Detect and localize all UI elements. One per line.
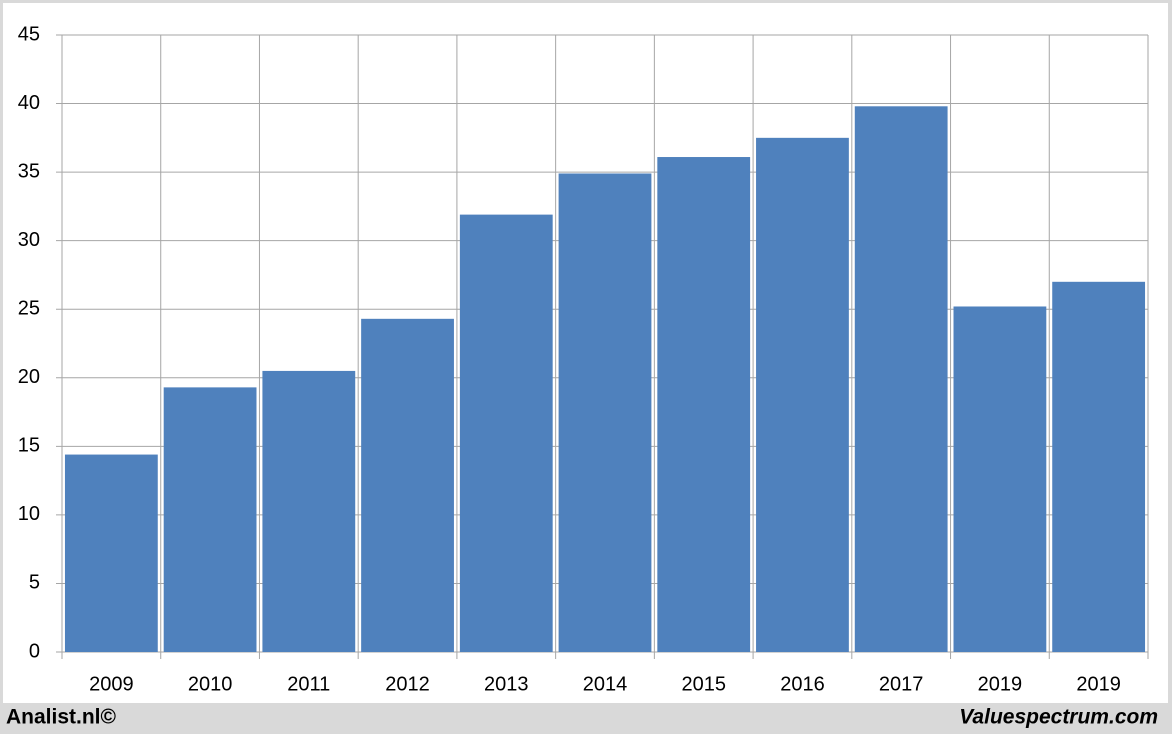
- y-tick-label: 15: [18, 435, 40, 457]
- bar: [361, 318, 454, 652]
- y-tick-label: 35: [18, 160, 40, 182]
- x-tick-label: 2019: [1076, 673, 1121, 695]
- x-tick-label: 2013: [484, 673, 529, 695]
- y-tick-label: 30: [18, 229, 40, 251]
- bar: [64, 454, 158, 652]
- footer-left: Analist.nl©: [6, 706, 117, 729]
- y-tick-label: 20: [18, 366, 40, 388]
- bar: [163, 387, 257, 652]
- bar: [854, 106, 948, 652]
- bar: [262, 370, 356, 652]
- bar: [756, 137, 849, 653]
- y-tick-label: 10: [18, 503, 40, 525]
- x-tick-label: 2009: [89, 673, 134, 695]
- bar: [1052, 281, 1146, 652]
- x-tick-label: 2012: [385, 673, 430, 695]
- x-tick-label: 2010: [188, 673, 233, 695]
- bar: [657, 157, 751, 653]
- x-tick-label: 2014: [583, 673, 628, 695]
- x-tick-label: 2015: [681, 673, 726, 695]
- y-tick-label: 25: [18, 298, 40, 320]
- x-tick-label: 2019: [978, 673, 1023, 695]
- y-tick-label: 0: [29, 640, 40, 662]
- bar: [558, 173, 652, 652]
- y-tick-label: 40: [18, 92, 40, 114]
- y-tick-label: 45: [18, 23, 40, 45]
- bar: [953, 306, 1047, 652]
- x-tick-label: 2017: [879, 673, 924, 695]
- y-tick-label: 5: [29, 572, 40, 594]
- x-tick-label: 2011: [287, 673, 330, 695]
- footer-right: Valuespectrum.com: [959, 706, 1158, 729]
- x-tick-label: 2016: [780, 673, 825, 695]
- bar: [459, 214, 553, 653]
